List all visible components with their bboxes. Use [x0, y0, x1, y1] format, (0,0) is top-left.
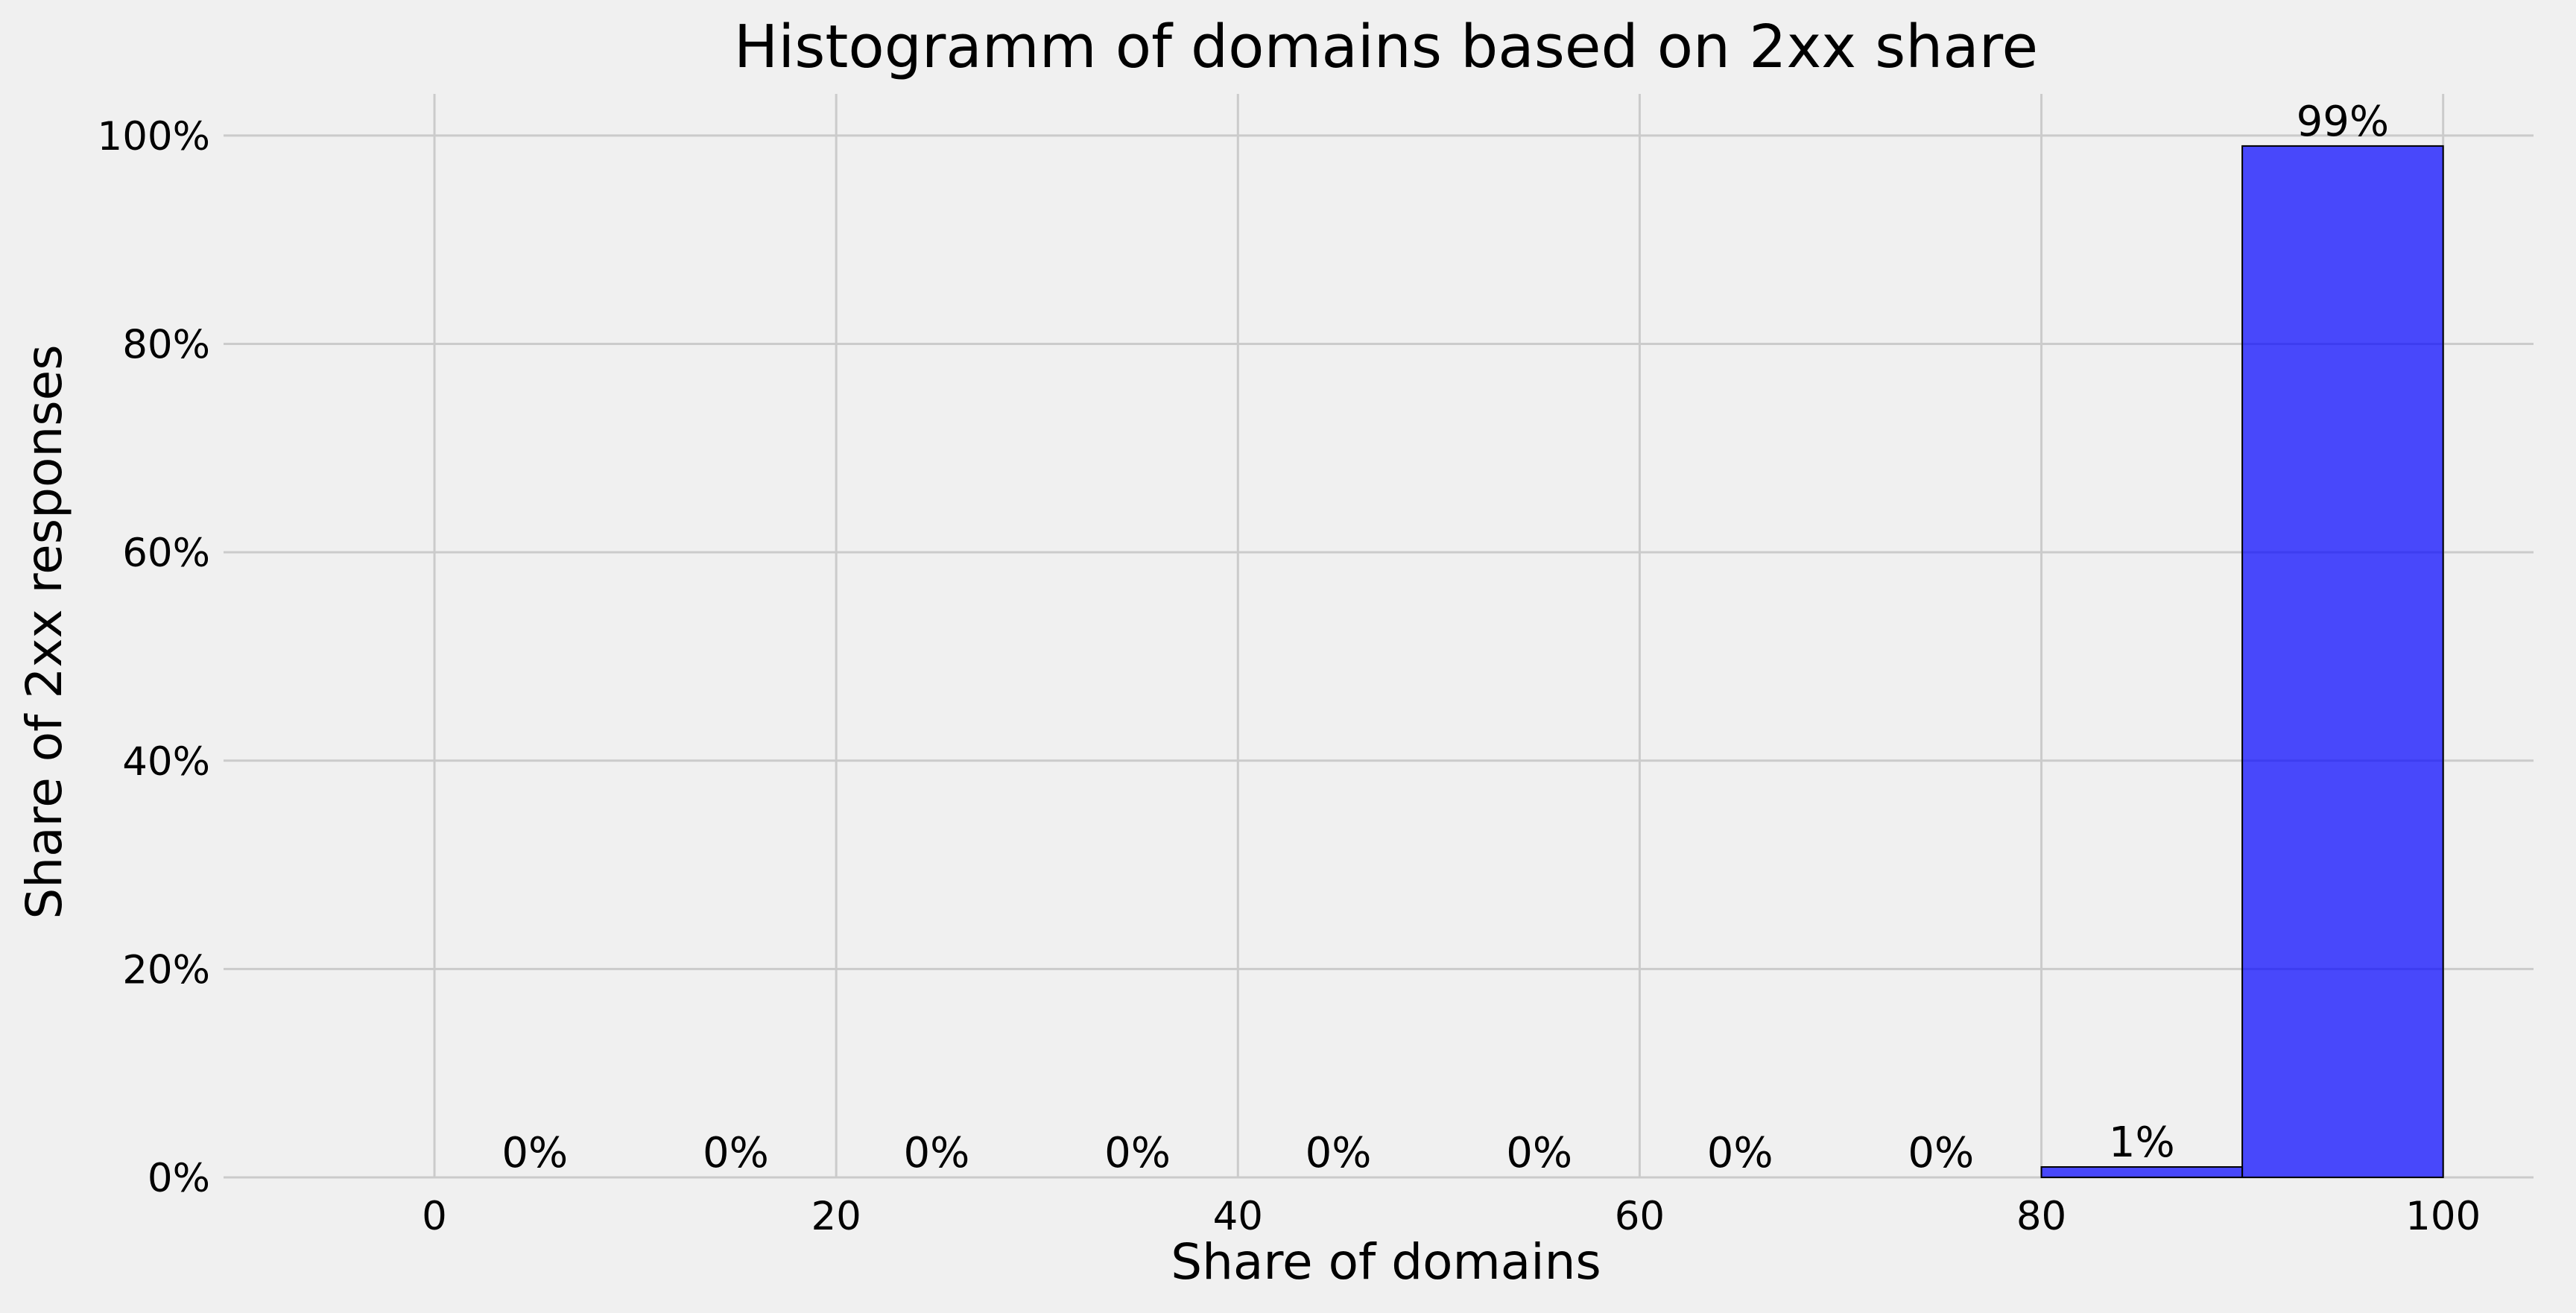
- bars: [2040, 145, 2444, 1179]
- x-tick-label: 40: [1213, 1194, 1263, 1239]
- bar-value-label: 0%: [904, 1129, 970, 1177]
- x-tick-label: 80: [2016, 1194, 2066, 1239]
- y-axis-title: Share of 2xx responses: [16, 344, 73, 919]
- bar-value-label: 1%: [2109, 1119, 2175, 1167]
- bar-value-label: 0%: [1306, 1129, 1372, 1177]
- chart-title: Histogramm of domains based on 2xx share: [734, 13, 2038, 81]
- bar-labels: 0% 0% 0% 0% 0% 0% 0% 0% 1% 99%: [501, 98, 2389, 1177]
- histogram-bar: [2241, 145, 2444, 1179]
- x-tick-label: 20: [811, 1194, 861, 1239]
- bar-value-label: 99%: [2297, 98, 2389, 146]
- x-tick-labels: 0 20 40 60 80 100: [422, 1194, 2481, 1239]
- y-tick-labels: 0% 20% 40% 60% 80% 100%: [97, 114, 210, 1201]
- y-tick-label: 100%: [97, 114, 210, 159]
- y-tick-label: 60%: [122, 531, 210, 576]
- histogram-bar: [2040, 1166, 2244, 1179]
- bar-value-label: 0%: [703, 1129, 769, 1177]
- y-tick-label: 80%: [122, 323, 210, 368]
- bar-value-label: 0%: [501, 1129, 568, 1177]
- x-tick-label: 60: [1615, 1194, 1665, 1239]
- bar-value-label: 0%: [1104, 1129, 1171, 1177]
- bar-value-label: 0%: [1506, 1129, 1572, 1177]
- x-gridlines: [433, 94, 2445, 1177]
- y-tick-label: 0%: [148, 1156, 210, 1201]
- y-tick-label: 40%: [122, 739, 210, 785]
- y-gridlines: [224, 134, 2534, 1179]
- bar-value-label: 0%: [1908, 1129, 1974, 1177]
- x-tick-label: 0: [422, 1194, 447, 1239]
- x-axis-title: Share of domains: [1171, 1233, 1601, 1291]
- x-tick-label: 100: [2405, 1194, 2481, 1239]
- bar-value-label: 0%: [1707, 1129, 1773, 1177]
- y-tick-label: 20%: [122, 947, 210, 993]
